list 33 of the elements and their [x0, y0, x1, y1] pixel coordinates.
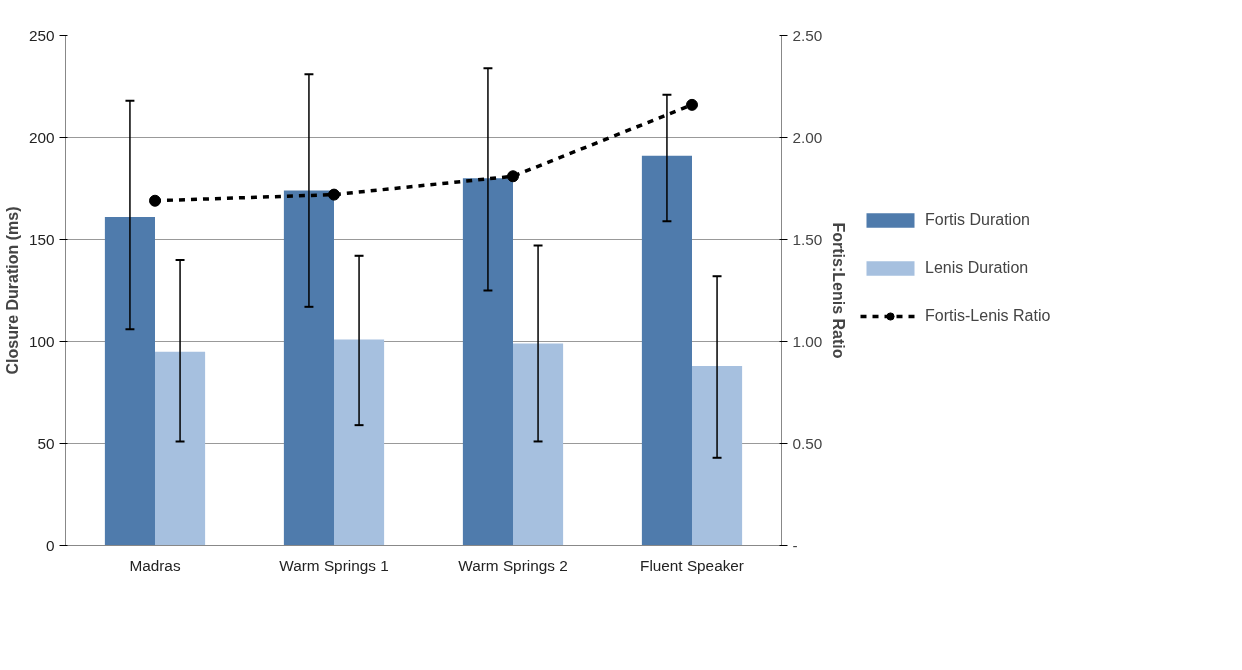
y-tick-label: 150 [28, 230, 55, 248]
x-tick-label: Warm Springs 1 [279, 556, 389, 574]
bar [462, 178, 513, 546]
legend-label: Lenis Duration [925, 258, 1029, 277]
bar [513, 343, 564, 546]
point [686, 98, 698, 111]
y2-axis-title: Fortis:Lenis Ratio [830, 222, 848, 359]
bar [692, 365, 743, 546]
y2-tick-label: 2.00 [792, 128, 823, 146]
y-tick-label: 200 [28, 128, 55, 146]
y-tick-label: 50 [37, 434, 55, 452]
point [328, 188, 340, 201]
legend-label: Fortis Duration [925, 210, 1030, 229]
bar [283, 190, 334, 546]
y2-tick-label: 1.50 [792, 230, 823, 248]
y-axis-title: Closure Duration (ms) [3, 206, 21, 375]
x-tick-label: Madras [129, 556, 181, 574]
y2-tick-label: 1.00 [792, 332, 823, 350]
point [507, 170, 519, 183]
y-tick-label: 250 [28, 26, 55, 44]
bar [641, 155, 692, 546]
x-tick-label: Fluent Speaker [640, 556, 744, 574]
point [149, 194, 161, 207]
y2-tick-label: 2.50 [792, 26, 823, 44]
x-tick-label: Warm Springs 2 [458, 556, 568, 574]
y2-tick-label: 0.50 [792, 434, 823, 452]
legend-label: Fortis-Lenis Ratio [925, 306, 1051, 325]
y2-tick-label: - [792, 536, 798, 554]
bar [104, 217, 155, 546]
bar [334, 339, 385, 546]
y-tick-label: 100 [28, 332, 55, 350]
bar [155, 351, 206, 546]
y-tick-label: 0 [45, 536, 55, 554]
